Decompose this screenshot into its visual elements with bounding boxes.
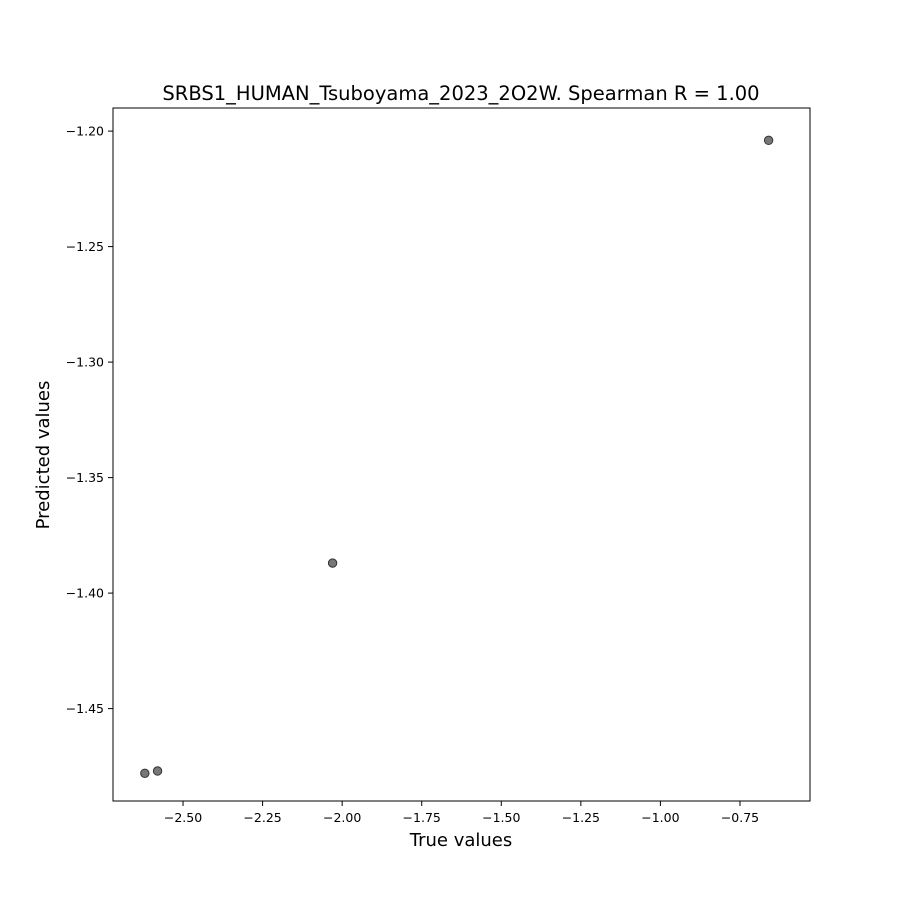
y-tick-label: −1.20 [66, 124, 104, 139]
chart-title: SRBS1_HUMAN_Tsuboyama_2023_2O2W. Spearma… [162, 82, 759, 105]
x-tick-label: −2.25 [243, 810, 281, 825]
data-point [327, 558, 338, 568]
x-axis-label: True values [409, 830, 513, 851]
x-tick-label: −1.50 [482, 810, 520, 825]
data-point [140, 768, 150, 778]
x-tick-label: −2.50 [164, 810, 202, 825]
y-tick-label: −1.35 [66, 470, 104, 485]
x-tick-label: −1.25 [562, 810, 600, 825]
x-tick-label: −1.75 [403, 810, 441, 825]
y-axis-ticks: −1.20 −1.25 −1.30 −1.35 −1.40 −1.45 [66, 124, 113, 716]
x-tick-label: −2.00 [323, 810, 361, 825]
data-point [763, 135, 774, 146]
y-axis-label: Predicted values [33, 381, 54, 530]
y-tick-label: −1.45 [66, 701, 104, 716]
x-tick-label: −0.75 [721, 810, 759, 825]
y-tick-label: −1.40 [66, 586, 104, 601]
y-tick-label: −1.25 [66, 239, 104, 254]
y-tick-label: −1.30 [66, 355, 104, 370]
plot-frame [112, 107, 811, 802]
x-axis-ticks: −2.50 −2.25 −2.00 −1.75 −1.50 −1.25 −1.00 −0.75 [164, 801, 759, 825]
x-tick-label: −1.00 [641, 810, 679, 825]
data-points [140, 135, 774, 778]
data-point [152, 766, 163, 776]
